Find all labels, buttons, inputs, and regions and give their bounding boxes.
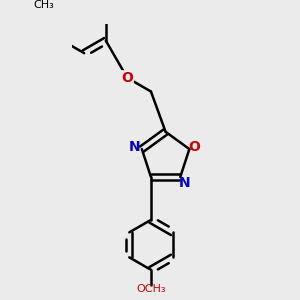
Text: CH₃: CH₃ xyxy=(33,0,54,10)
Text: O: O xyxy=(189,140,200,154)
Text: OCH₃: OCH₃ xyxy=(136,284,166,294)
Text: O: O xyxy=(121,71,133,85)
Text: N: N xyxy=(179,176,191,190)
Text: N: N xyxy=(129,140,140,154)
